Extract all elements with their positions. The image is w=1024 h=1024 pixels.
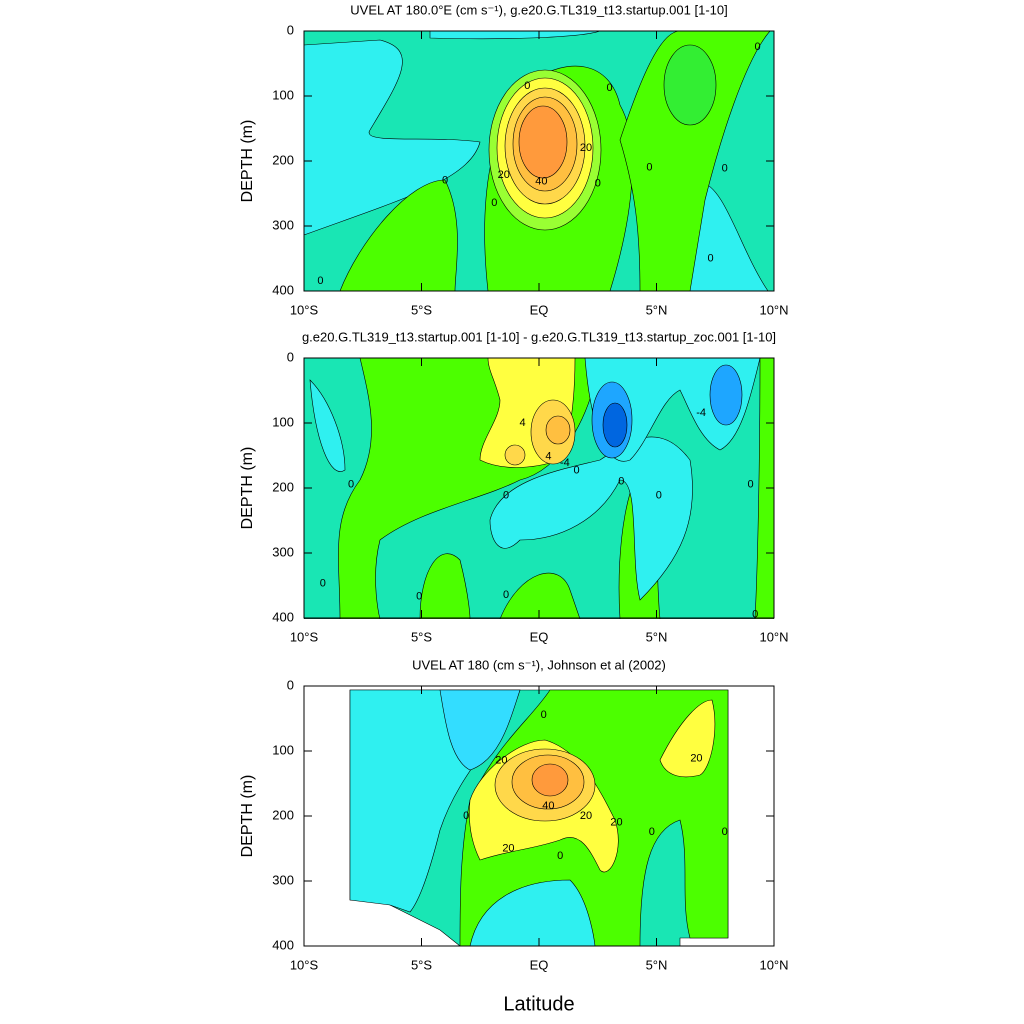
contour-label: 4 [545,451,551,463]
contour-label: 40 [535,176,547,188]
x-tick-label: 5°S [411,302,432,317]
contour-label: 0 [503,589,509,601]
contour-label: -4 [560,457,570,469]
x-tick-label: 10°S [290,629,319,644]
x-axis-label: Latitude [503,993,574,1015]
contour-label: 20 [495,755,507,767]
y-tick-label: 100 [272,414,294,429]
y-axis-label: DEPTH (m) [239,775,256,858]
contour-label: 0 [317,275,323,287]
x-tick-label: 5°S [411,629,432,644]
x-tick-label: 10°N [759,629,788,644]
contour-label: 0 [722,163,728,175]
x-tick-label: 10°S [290,302,319,317]
y-tick-label: 200 [272,152,294,167]
y-tick-label: 100 [272,742,294,757]
contour-label: 0 [754,41,760,53]
y-tick-label: 300 [272,872,294,887]
x-tick-label: EQ [530,629,549,644]
x-tick-label: 10°N [759,302,788,317]
contour-label: 20 [498,169,510,181]
contour-fill [304,358,774,619]
contour-label: 0 [649,826,655,838]
y-tick-label: 400 [272,609,294,624]
y-tick-label: 0 [287,349,294,364]
contour-label: 20 [610,816,622,828]
contour-label: 20 [580,810,592,822]
contour-label: 0 [656,490,662,502]
y-tick-label: 0 [287,677,294,692]
x-tick-label: 5°S [411,957,432,972]
y-tick-label: 300 [272,217,294,232]
contour-label: 0 [442,174,448,186]
contour-label: 0 [595,178,601,190]
contour-label: 0 [491,197,497,209]
y-tick-label: 100 [272,87,294,102]
contour-label: 0 [606,82,612,94]
chart-title: g.e20.G.TL319_t13.startup.001 [1-10] - g… [302,329,776,344]
contour-label: 0 [722,826,728,838]
chart-title: UVEL AT 180 (cm s⁻¹), Johnson et al (200… [412,657,666,672]
y-tick-label: 300 [272,544,294,559]
contour-label: 0 [557,850,563,862]
contour-label: 20 [502,842,514,854]
x-tick-label: 5°N [646,629,668,644]
y-tick-label: 200 [272,807,294,822]
x-tick-label: 10°S [290,957,319,972]
y-axis-label: DEPTH (m) [239,120,256,203]
x-tick-label: 5°N [646,302,668,317]
y-axis-label: DEPTH (m) [239,447,256,530]
chart-title: UVEL AT 180.0°E (cm s⁻¹), g.e20.G.TL319_… [350,2,727,17]
y-tick-label: 200 [272,479,294,494]
contour-label: 0 [416,590,422,602]
contour-label: 0 [752,609,758,621]
contour-label: 0 [524,80,530,92]
y-tick-label: 0 [287,22,294,37]
contour-label: 20 [690,753,702,765]
contour-label: 4 [519,417,525,429]
y-tick-label: 400 [272,937,294,952]
contour-label: 0 [541,709,547,721]
x-tick-label: EQ [530,302,549,317]
contour-fill [304,31,774,291]
x-tick-label: 10°N [759,957,788,972]
contour-label: 0 [646,161,652,173]
contour-fill [349,689,729,946]
contour-label: 40 [542,800,554,812]
y-tick-label: 400 [272,282,294,297]
contour-label: 20 [580,142,592,154]
contour-label: -4 [696,407,706,419]
contour-label: 0 [747,479,753,491]
x-tick-label: EQ [530,957,549,972]
contour-label: 0 [348,479,354,491]
contour-label: 0 [320,577,326,589]
x-tick-label: 5°N [646,957,668,972]
contour-label: 0 [463,810,469,822]
contour-label: 0 [574,464,580,476]
contour-label: 0 [707,252,713,264]
contour-label: 0 [618,475,624,487]
contour-label: 0 [503,490,509,502]
